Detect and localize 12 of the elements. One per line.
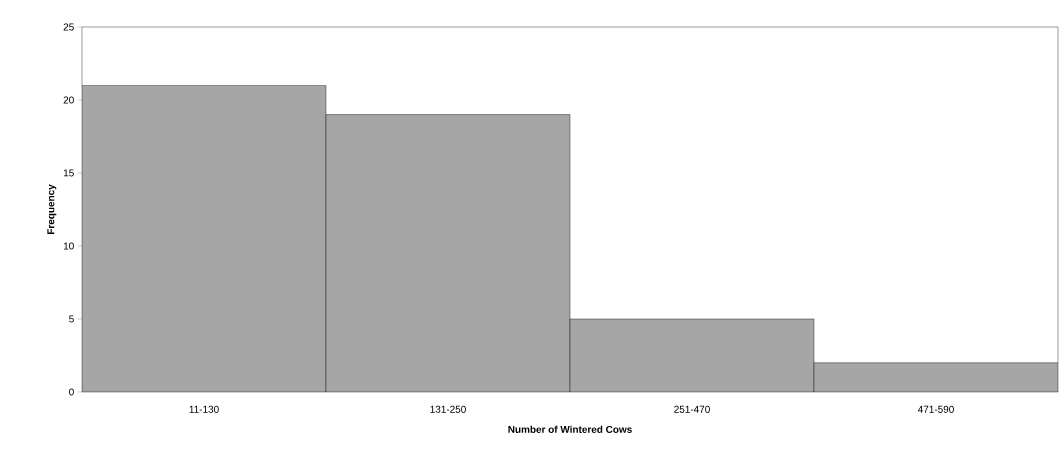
x-tick-label: 131-250 [430,405,466,413]
x-axis-title: Number of Wintered Cows [508,425,632,433]
y-tick-label: 10 [63,242,74,250]
x-tick-label: 11-130 [189,405,219,413]
x-tick-label: 471-590 [917,405,954,413]
y-tick-label: 15 [63,169,74,177]
y-tick-label: 5 [69,315,74,323]
y-tick-label: 0 [69,388,74,396]
y-tick-label: 25 [63,23,74,31]
y-axis-title: Frequency [47,184,57,235]
x-tick-label: 251-470 [674,405,710,413]
y-tick-label: 20 [63,96,74,104]
